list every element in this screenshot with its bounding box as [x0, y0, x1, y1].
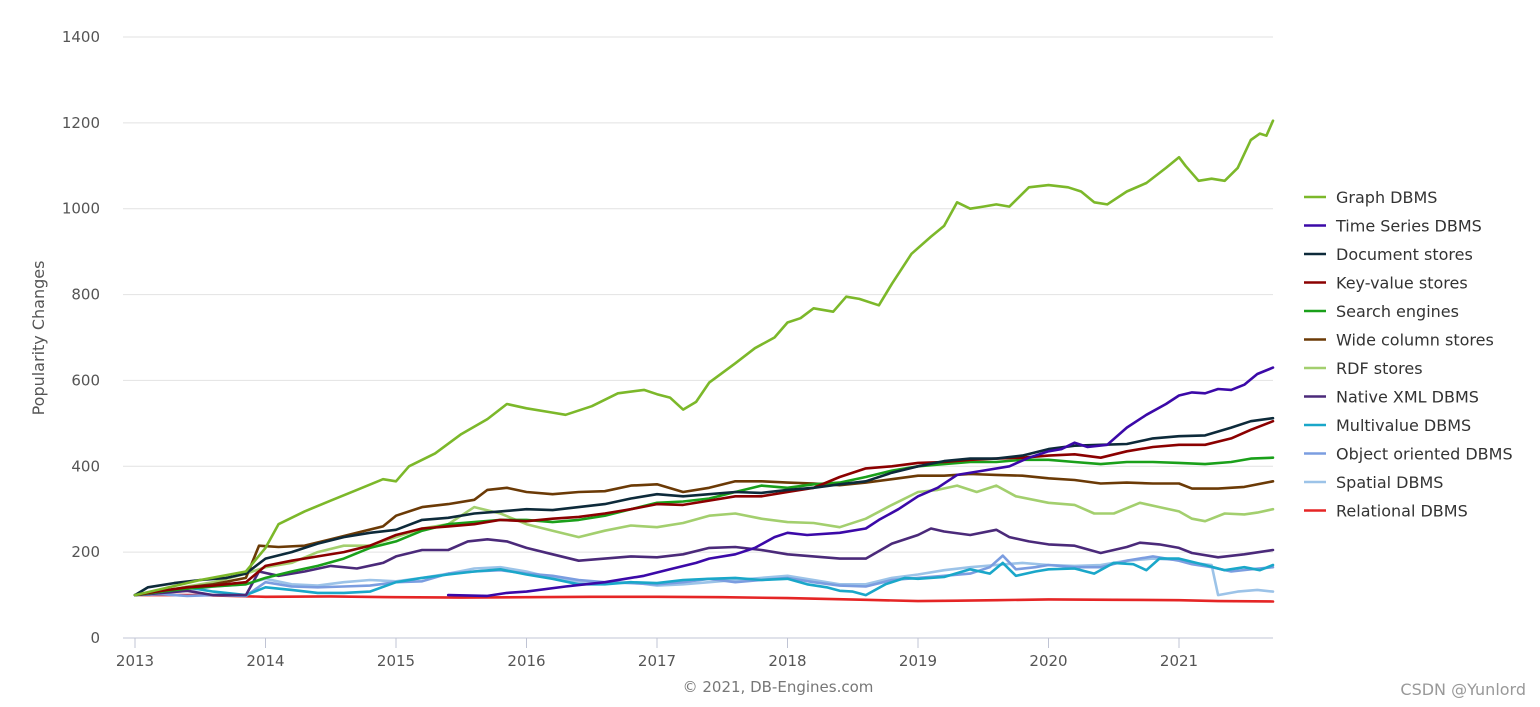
y-tick-label: 1200 [62, 114, 100, 132]
series-line-rdf-stores [133, 484, 1275, 597]
legend-item: Key-value stores [1336, 274, 1468, 293]
x-tick-label: 2013 [116, 652, 154, 670]
legend-item: Document stores [1336, 245, 1473, 264]
series-line-search-engines [133, 456, 1275, 597]
y-tick-label: 600 [71, 371, 100, 389]
y-tick-label: 1400 [62, 28, 100, 46]
series-line-spatial-dbms [133, 557, 1275, 597]
legend-item: Spatial DBMS [1336, 473, 1443, 492]
series-line-key-value-stores [133, 419, 1275, 597]
x-tick-label: 2015 [377, 652, 415, 670]
series-line-native-xml-dbms [133, 527, 1275, 597]
legend-item: Search engines [1336, 302, 1459, 321]
series-lines [133, 119, 1275, 603]
y-axis-label: Popularity Changes [29, 261, 48, 416]
axes: 0 200 400 600 800 1000 1200 1400 2013 2014 2015 201… [62, 28, 1198, 670]
series-line-time-series-dbms [446, 366, 1275, 598]
series-line-relational-dbms [133, 593, 1275, 603]
y-tick-label: 800 [71, 286, 100, 304]
x-tick-label: 2021 [1160, 652, 1198, 670]
x-tick-label: 2017 [638, 652, 676, 670]
legend-item: Multivalue DBMS [1336, 416, 1471, 435]
x-tick-label: 2018 [768, 652, 806, 670]
legend-item: Time Series DBMS [1335, 217, 1482, 236]
series-line-object-oriented-dbms [133, 554, 1275, 598]
x-tick-label: 2014 [246, 652, 284, 670]
x-tick-label: 2020 [1029, 652, 1067, 670]
x-tick-label: 2019 [899, 652, 937, 670]
credit-text: © 2021, DB-Engines.com [683, 678, 874, 696]
legend: Graph DBMS Time Series DBMS Document store… [1304, 188, 1513, 521]
series-line-wide-column-stores [133, 472, 1275, 597]
x-tick-label: 2016 [507, 652, 545, 670]
legend-item: Graph DBMS [1336, 188, 1437, 207]
legend-item: Native XML DBMS [1336, 388, 1479, 407]
legend-item: Wide column stores [1336, 331, 1494, 350]
legend-item: RDF stores [1336, 359, 1423, 378]
y-tick-label: 400 [71, 457, 100, 475]
y-tick-label: 200 [71, 543, 100, 561]
series-line-graph-dbms [133, 119, 1275, 597]
watermark-text: CSDN @Yunlord [1400, 680, 1526, 699]
series-line-multivalue-dbms [133, 557, 1275, 597]
y-tick-label: 0 [90, 629, 100, 647]
series-line-document-stores [133, 416, 1275, 597]
grid-lines [123, 36, 1273, 639]
y-tick-label: 1000 [62, 200, 100, 218]
legend-item: Relational DBMS [1336, 502, 1468, 521]
legend-item: Object oriented DBMS [1336, 445, 1513, 464]
